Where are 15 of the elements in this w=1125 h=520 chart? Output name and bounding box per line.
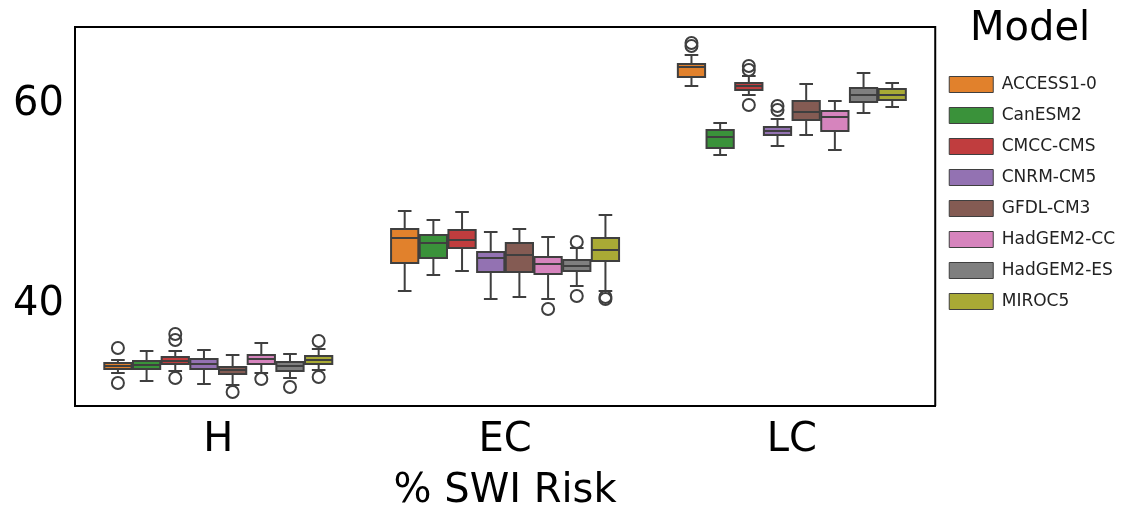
y-tick-label: 40 <box>12 278 64 325</box>
legend-label: MIROC5 <box>1001 289 1070 310</box>
legend-title: Model <box>970 3 1091 50</box>
legend-label: GFDL-CM3 <box>1001 196 1091 217</box>
legend-label: CanESM2 <box>1001 103 1082 124</box>
legend-label: HadGEM2-ES <box>1001 258 1113 279</box>
x-tick-label: LC <box>766 414 817 461</box>
legend-label: CMCC-CMS <box>1001 134 1096 155</box>
legend-label: ACCESS1-0 <box>1001 72 1097 93</box>
y-tick-label: 60 <box>12 78 64 125</box>
x-tick-label: H <box>203 414 234 461</box>
legend-label: HadGEM2-CC <box>1001 227 1115 248</box>
legend-label: CNRM-CM5 <box>1001 165 1097 186</box>
x-tick-label: EC <box>478 414 532 461</box>
x-axis-title: % SWI Risk <box>393 465 618 512</box>
